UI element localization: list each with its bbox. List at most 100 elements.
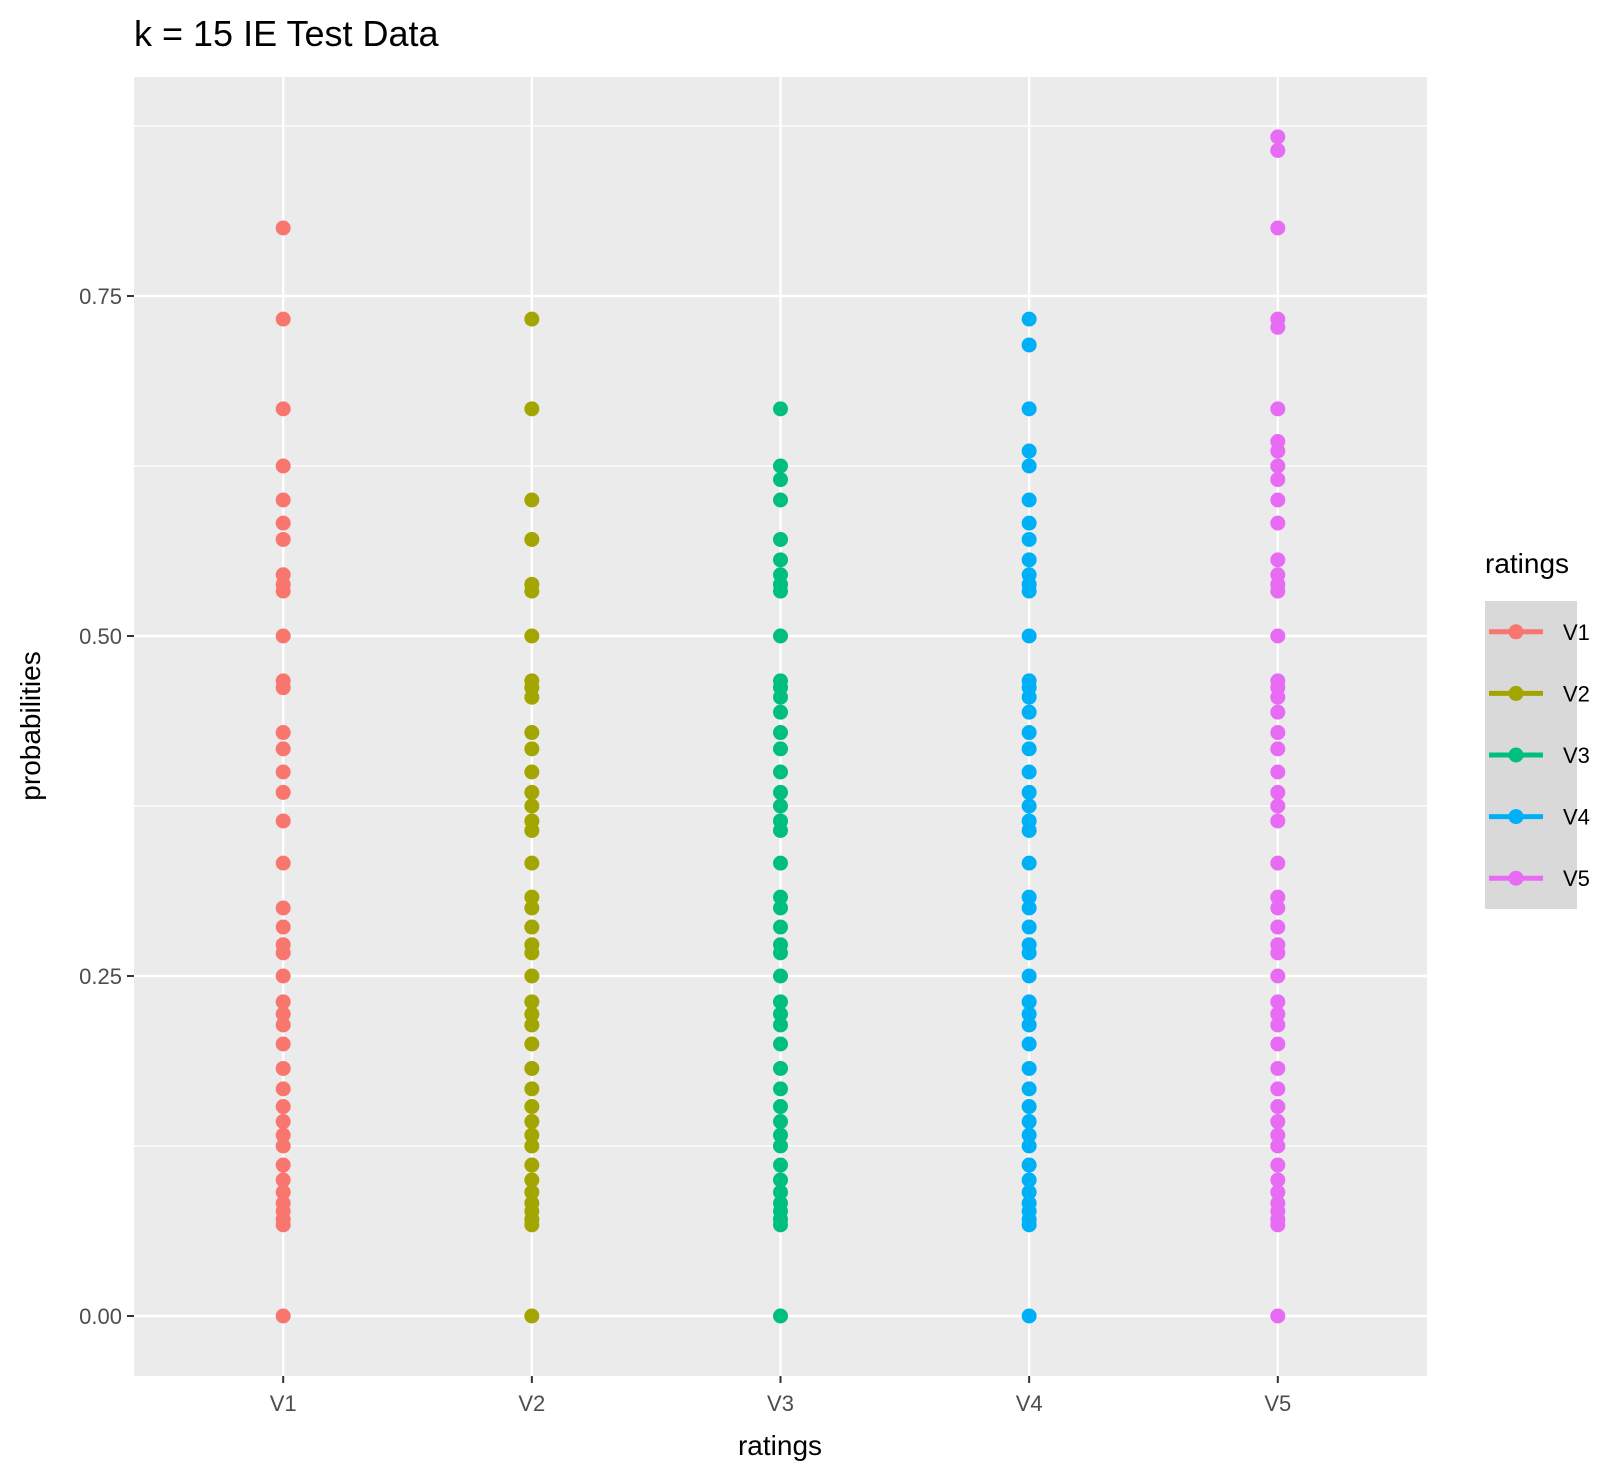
data-point	[524, 764, 540, 780]
data-point	[773, 741, 788, 757]
data-point	[524, 531, 540, 547]
data-point	[524, 401, 540, 417]
legend-label: V4	[1563, 805, 1590, 830]
legend-key-point	[1508, 809, 1524, 825]
data-point	[773, 472, 788, 488]
data-point	[773, 458, 788, 474]
data-point	[1021, 725, 1037, 741]
data-point	[1270, 764, 1286, 780]
data-point	[1021, 1172, 1037, 1188]
data-point	[773, 1114, 788, 1130]
data-point	[524, 1157, 540, 1173]
data-point	[275, 1195, 291, 1211]
y-tick-label: 0.00	[79, 1304, 122, 1329]
data-point	[773, 900, 788, 916]
data-point	[1270, 1172, 1286, 1188]
legend-key-point	[1508, 685, 1524, 701]
data-point	[1270, 900, 1286, 916]
data-point	[275, 813, 291, 829]
data-point	[275, 531, 291, 547]
data-point	[275, 1157, 291, 1173]
data-point	[1021, 798, 1037, 814]
data-point	[1270, 1308, 1286, 1324]
data-point	[773, 1081, 788, 1097]
data-point	[1021, 704, 1037, 720]
legend-items: V1 V2 V3 V4 V5	[1489, 620, 1590, 891]
data-point	[275, 994, 291, 1010]
data-point	[275, 764, 291, 780]
data-point	[1270, 673, 1286, 689]
data-point	[1021, 1006, 1037, 1022]
legend-title: ratings	[1485, 548, 1569, 579]
legend-key-point	[1508, 747, 1524, 763]
data-point	[275, 401, 291, 417]
data-point	[773, 1060, 788, 1076]
data-point	[275, 628, 291, 644]
data-point	[773, 813, 788, 829]
data-point	[1021, 552, 1037, 568]
data-point	[275, 1081, 291, 1097]
data-point	[1021, 1099, 1037, 1115]
data-point	[524, 741, 540, 757]
x-tick-label: V5	[1264, 1391, 1291, 1416]
data-point	[524, 1081, 540, 1097]
data-point	[1021, 1195, 1037, 1211]
data-point	[524, 900, 540, 916]
data-point	[773, 784, 788, 800]
data-point	[1270, 434, 1286, 450]
data-point	[773, 1006, 788, 1022]
data-point	[773, 937, 788, 953]
data-point	[524, 855, 540, 871]
data-point	[1270, 741, 1286, 757]
data-point	[1270, 492, 1286, 508]
data-point	[773, 567, 788, 583]
legend-label: V1	[1563, 620, 1590, 645]
y-tick-label: 0.25	[79, 964, 122, 989]
data-point	[1270, 1006, 1286, 1022]
data-point	[1021, 1138, 1037, 1154]
data-point	[275, 1138, 291, 1154]
data-point	[1270, 704, 1286, 720]
data-point	[1270, 458, 1286, 474]
data-point	[1021, 673, 1037, 689]
data-point	[773, 401, 788, 417]
data-point	[1270, 220, 1286, 236]
data-point	[1270, 142, 1286, 158]
data-point	[773, 628, 788, 644]
data-point	[1021, 1127, 1037, 1143]
data-point	[773, 492, 788, 508]
data-point	[773, 798, 788, 814]
data-point	[524, 813, 540, 829]
data-point	[275, 1006, 291, 1022]
data-point	[1270, 1081, 1286, 1097]
data-point	[275, 1308, 291, 1324]
data-point	[524, 1114, 540, 1130]
data-point	[773, 1195, 788, 1211]
data-point	[1021, 1060, 1037, 1076]
data-point	[524, 673, 540, 689]
data-point	[773, 855, 788, 871]
data-point	[524, 628, 540, 644]
data-point	[1021, 764, 1037, 780]
data-point	[524, 1099, 540, 1115]
legend-key-point	[1508, 624, 1524, 640]
y-axis: 0.00 0.25 0.50 0.75	[79, 284, 134, 1329]
data-point	[1270, 311, 1286, 327]
data-point	[524, 937, 540, 953]
data-point	[275, 1114, 291, 1130]
data-point	[1021, 994, 1037, 1010]
data-point	[275, 919, 291, 935]
data-point	[1270, 889, 1286, 905]
data-point	[1021, 515, 1037, 531]
data-point	[1270, 1127, 1286, 1143]
data-point	[1021, 311, 1037, 327]
data-point	[1021, 937, 1037, 953]
data-point	[524, 798, 540, 814]
data-point	[1270, 937, 1286, 953]
legend: ratings V1 V2 V3 V4 V5	[1485, 548, 1590, 909]
data-point	[1270, 1036, 1286, 1052]
data-point	[524, 311, 540, 327]
data-point	[1021, 337, 1037, 353]
data-point	[1270, 567, 1286, 583]
data-point	[524, 889, 540, 905]
